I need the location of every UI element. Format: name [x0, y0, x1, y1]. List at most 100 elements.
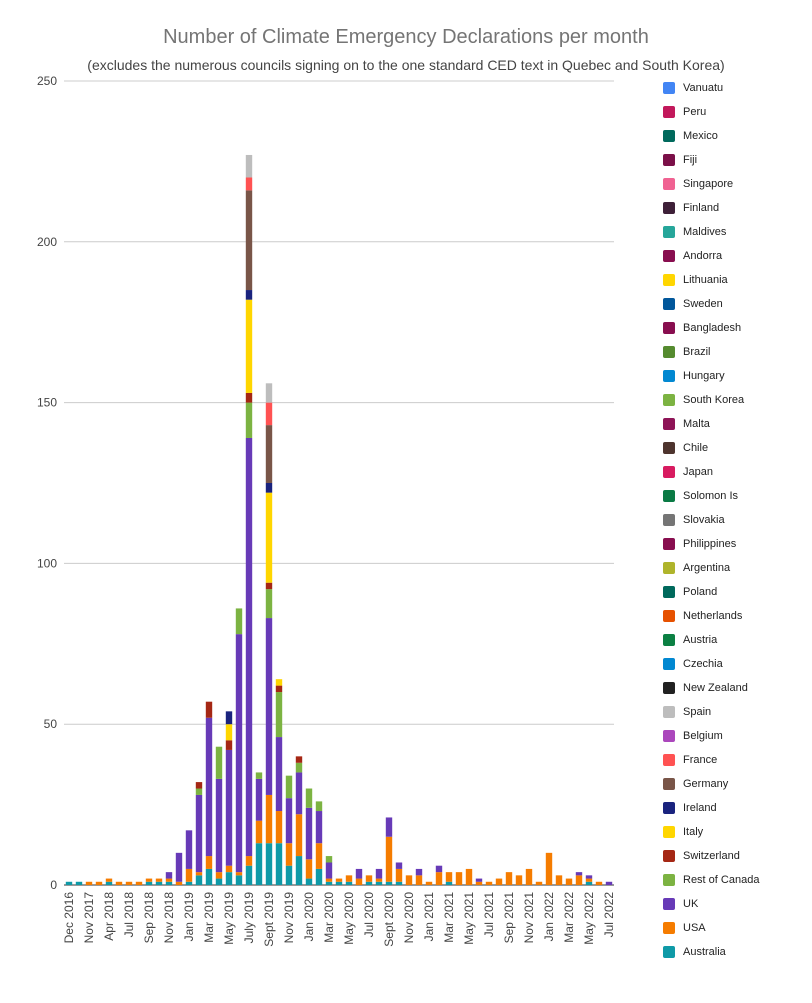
bar-segment — [225, 749, 233, 866]
bar-segment — [565, 878, 573, 885]
bar-segment — [475, 878, 483, 882]
legend-item: Fiji — [663, 152, 697, 168]
legend-swatch — [663, 82, 675, 94]
bar-segment — [425, 881, 433, 885]
bar-segment — [315, 843, 323, 869]
bar-segment — [185, 881, 193, 885]
legend-swatch — [663, 130, 675, 142]
bar-segment — [265, 794, 273, 844]
bar-segment — [435, 865, 443, 873]
bar-segment — [585, 875, 593, 879]
bar-segment — [225, 872, 233, 885]
legend-item: Solomon Is — [663, 488, 738, 504]
legend-item: Slovakia — [663, 512, 725, 528]
legend-item: Bangladesh — [663, 320, 741, 336]
bar-segment — [165, 872, 173, 879]
y-tick-label: 150 — [37, 396, 57, 410]
legend-label: Rest of Canada — [683, 874, 760, 886]
bar-segment — [605, 881, 613, 885]
legend-label: Mexico — [683, 130, 718, 142]
legend-label: Netherlands — [683, 610, 743, 622]
bar-segment — [225, 724, 233, 741]
bar-segment — [245, 190, 253, 291]
x-tick-label: Jul 2022 — [602, 892, 616, 938]
bar-segment — [295, 772, 303, 815]
x-tick-label: Nov 2021 — [522, 892, 536, 944]
bar-segment — [345, 875, 353, 882]
bar-segment — [385, 817, 393, 837]
legend-label: Poland — [683, 586, 718, 598]
bar-segment — [115, 881, 123, 885]
bar-segment — [215, 778, 223, 873]
legend-label: Malta — [683, 418, 710, 430]
bar-segment — [545, 852, 553, 885]
legend-item: Finland — [663, 200, 719, 216]
x-tick-label: Sept 2019 — [262, 892, 276, 947]
bar-segment — [385, 881, 393, 885]
bar-segment — [355, 878, 363, 885]
y-tick-label: 50 — [44, 717, 58, 731]
legend-swatch — [663, 394, 675, 406]
legend-item: Belgium — [663, 728, 723, 744]
bar-segment — [385, 836, 393, 882]
bar-segment — [265, 618, 273, 795]
legend-swatch — [663, 154, 675, 166]
bar-segment — [255, 772, 263, 779]
legend-label: Ireland — [683, 802, 717, 814]
legend-swatch — [663, 730, 675, 742]
bar-segment — [245, 154, 253, 178]
bar-segment — [265, 383, 273, 403]
legend-swatch — [663, 202, 675, 214]
legend-item: Spain — [663, 704, 711, 720]
legend-swatch — [663, 682, 675, 694]
x-tick-label: Apr 2018 — [102, 892, 116, 941]
legend-swatch — [663, 610, 675, 622]
bar-segment — [505, 872, 513, 885]
bar-segment — [475, 881, 483, 885]
legend-swatch — [663, 826, 675, 838]
legend-swatch — [663, 226, 675, 238]
legend-swatch — [663, 586, 675, 598]
legend-item: South Korea — [663, 392, 744, 408]
y-tick-label: 100 — [37, 556, 57, 570]
bar-segment — [225, 865, 233, 873]
legend-item: Rest of Canada — [663, 872, 759, 888]
bar-segment — [395, 881, 403, 885]
bar-segment — [335, 881, 343, 885]
legend-item: Poland — [663, 584, 717, 600]
bar-segment — [265, 402, 273, 426]
bar-segment — [245, 865, 253, 885]
legend-swatch — [663, 322, 675, 334]
bar-segment — [245, 177, 253, 191]
legend-label: Japan — [683, 466, 713, 478]
legend-label: Chile — [683, 442, 709, 454]
bar-segment — [265, 492, 273, 583]
legend-item: France — [663, 752, 717, 768]
legend-item: New Zealand — [663, 680, 748, 696]
bar-segment — [575, 872, 583, 876]
bar-segment — [215, 872, 223, 879]
bar-segment — [325, 881, 333, 885]
bar-segment — [205, 701, 213, 718]
bar-segment — [525, 868, 533, 885]
bar-segment — [355, 868, 363, 879]
bar-segment — [265, 843, 273, 885]
legend-item: Philippines — [663, 536, 736, 552]
legend-label: Maldives — [683, 226, 727, 238]
bar-segment — [265, 483, 273, 493]
bar-segment — [95, 881, 103, 885]
legend-swatch — [663, 538, 675, 550]
bar-segment — [535, 881, 543, 885]
legend-label: UK — [683, 898, 699, 910]
bar-segment — [435, 872, 443, 885]
bar-segment — [515, 875, 523, 885]
legend-label: Argentina — [683, 562, 731, 574]
legend-label: Vanuatu — [683, 82, 724, 94]
legend-swatch — [663, 490, 675, 502]
x-tick-label: Jul 2020 — [362, 892, 376, 938]
bar-segment — [295, 762, 303, 773]
x-tick-label: Mar 2020 — [322, 892, 336, 943]
bar-segment — [445, 881, 453, 885]
bar-segment — [285, 775, 293, 799]
